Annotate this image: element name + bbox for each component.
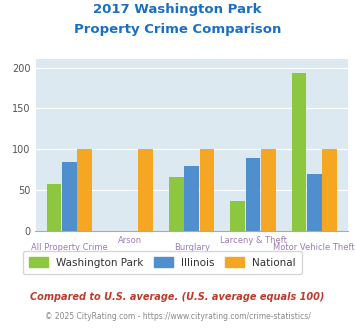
Text: Burglary: Burglary [174,243,210,251]
Text: All Property Crime: All Property Crime [31,243,108,251]
Text: Motor Vehicle Theft: Motor Vehicle Theft [273,243,355,251]
Text: Compared to U.S. average. (U.S. average equals 100): Compared to U.S. average. (U.S. average … [30,292,325,302]
Bar [184,166,199,231]
Bar [77,149,92,231]
Bar [47,183,61,231]
Bar [307,174,322,231]
Bar [322,149,337,231]
Legend: Washington Park, Illinois, National: Washington Park, Illinois, National [23,251,302,274]
Text: © 2025 CityRating.com - https://www.cityrating.com/crime-statistics/: © 2025 CityRating.com - https://www.city… [45,312,310,321]
Bar [62,162,77,231]
Text: Arson: Arson [118,236,142,245]
Text: Property Crime Comparison: Property Crime Comparison [74,23,281,36]
Text: Larceny & Theft: Larceny & Theft [219,236,286,245]
Text: 2017 Washington Park: 2017 Washington Park [93,3,262,16]
Bar [138,149,153,231]
Bar [291,73,306,231]
Bar [200,149,214,231]
Bar [230,201,245,231]
Bar [169,177,184,231]
Bar [246,158,260,231]
Bar [261,149,275,231]
